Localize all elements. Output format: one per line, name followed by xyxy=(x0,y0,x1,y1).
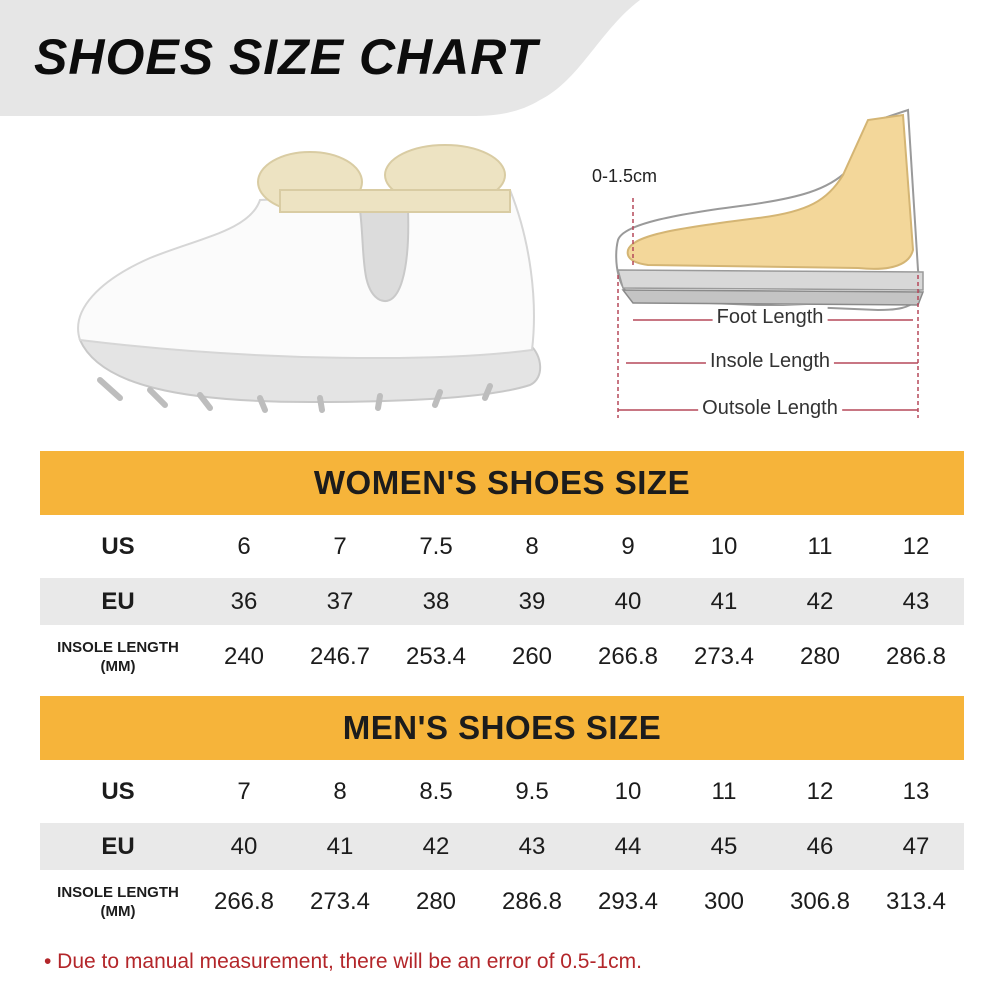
table-cell: 43 xyxy=(902,587,930,615)
table-cell: 9.5 xyxy=(515,777,549,805)
table-cell: 286.8 xyxy=(501,887,563,915)
table-row: US 6 7 7.5 8 9 10 11 12 xyxy=(40,523,964,570)
table-cell: 45 xyxy=(710,832,738,860)
insole-label-line-2: (MM) xyxy=(100,657,136,675)
table-cell: 7 xyxy=(333,532,347,560)
table-cell: 47 xyxy=(902,832,930,860)
table-cell: 9 xyxy=(621,532,635,560)
table-cell: 266.8 xyxy=(597,642,659,670)
table-cell: 273.4 xyxy=(693,642,755,670)
table-cell: 293.4 xyxy=(597,887,659,915)
us-label: US xyxy=(101,777,135,805)
table-cell: 11 xyxy=(711,777,737,805)
insole-length-row-label: INSOLE LENGTH (MM) xyxy=(40,638,196,676)
title-banner-shape xyxy=(0,0,640,116)
table-row: US 7 8 8.5 9.5 10 11 12 13 xyxy=(40,768,964,815)
table-cell: 44 xyxy=(614,832,642,860)
table-cell: 300 xyxy=(703,887,745,915)
foot-measurement-diagram: 0-1.5cm Foot Length Insole Length Outsol… xyxy=(578,100,978,430)
table-cell: 8.5 xyxy=(419,777,453,805)
table-cell: 36 xyxy=(230,587,258,615)
table-cell: 8 xyxy=(333,777,347,805)
table-cell: 240 xyxy=(223,642,265,670)
table-cell: 12 xyxy=(806,777,834,805)
table-row: EU 40 41 42 43 44 45 46 47 xyxy=(40,823,964,870)
table-cell: 246.7 xyxy=(309,642,371,670)
men-heading-text: MEN'S SHOES SIZE xyxy=(342,709,662,746)
insole-label-line-1: INSOLE LENGTH xyxy=(57,883,179,901)
table-cell: 286.8 xyxy=(885,642,947,670)
women-size-table: WOMEN'S SHOES SIZE US 6 7 7.5 8 9 10 11 … xyxy=(40,451,964,680)
table-cell: 8 xyxy=(525,532,539,560)
women-table-heading: WOMEN'S SHOES SIZE xyxy=(40,451,964,515)
insole-label-line-2: (MM) xyxy=(100,902,136,920)
table-cell: 10 xyxy=(710,532,738,560)
insole-length-label: Insole Length xyxy=(705,350,835,373)
table-cell: 6 xyxy=(237,532,251,560)
table-cell: 42 xyxy=(422,832,450,860)
table-cell: 40 xyxy=(614,587,642,615)
table-cell: 313.4 xyxy=(885,887,947,915)
table-cell: 39 xyxy=(518,587,546,615)
table-cell: 260 xyxy=(511,642,553,670)
table-cell: 13 xyxy=(902,777,930,805)
men-table-heading: MEN'S SHOES SIZE xyxy=(40,696,964,760)
table-cell: 7.5 xyxy=(419,532,453,560)
us-label: US xyxy=(101,532,135,560)
page-title: SHOES SIZE CHART xyxy=(34,29,539,85)
outsole-length-label: Outsole Length xyxy=(698,397,842,420)
insole-length-row-label: INSOLE LENGTH (MM) xyxy=(40,883,196,921)
foot-drawing xyxy=(615,108,925,418)
heel-height-label: 0-1.5cm xyxy=(592,166,658,186)
table-cell: 11 xyxy=(807,532,833,560)
table-cell: 41 xyxy=(326,832,354,860)
table-cell: 37 xyxy=(326,587,354,615)
table-cell: 46 xyxy=(806,832,834,860)
eu-label: EU xyxy=(101,587,135,615)
table-row: INSOLE LENGTH (MM) 266.8 273.4 280 286.8… xyxy=(40,878,964,925)
measurement-note: • Due to manual measurement, there will … xyxy=(44,950,642,973)
women-heading-text: WOMEN'S SHOES SIZE xyxy=(313,464,691,501)
table-cell: 42 xyxy=(806,587,834,615)
table-cell: 12 xyxy=(902,532,930,560)
table-cell: 41 xyxy=(710,587,738,615)
table-cell: 280 xyxy=(799,642,841,670)
table-cell: 306.8 xyxy=(789,887,851,915)
table-cell: 10 xyxy=(614,777,642,805)
table-row: INSOLE LENGTH (MM) 240 246.7 253.4 260 2… xyxy=(40,633,964,680)
eu-label: EU xyxy=(101,832,135,860)
foot-length-label: Foot Length xyxy=(712,306,828,329)
table-cell: 273.4 xyxy=(309,887,371,915)
men-size-table: MEN'S SHOES SIZE US 7 8 8.5 9.5 10 11 12… xyxy=(40,696,964,925)
table-cell: 43 xyxy=(518,832,546,860)
boot-image xyxy=(60,140,550,420)
table-cell: 38 xyxy=(422,587,450,615)
table-cell: 266.8 xyxy=(213,887,275,915)
table-row: EU 36 37 38 39 40 41 42 43 xyxy=(40,578,964,625)
insole-label-line-1: INSOLE LENGTH xyxy=(57,638,179,656)
table-cell: 253.4 xyxy=(405,642,467,670)
table-cell: 40 xyxy=(230,832,258,860)
table-cell: 7 xyxy=(237,777,251,805)
table-cell: 280 xyxy=(415,887,457,915)
title-banner: SHOES SIZE CHART xyxy=(0,0,640,118)
